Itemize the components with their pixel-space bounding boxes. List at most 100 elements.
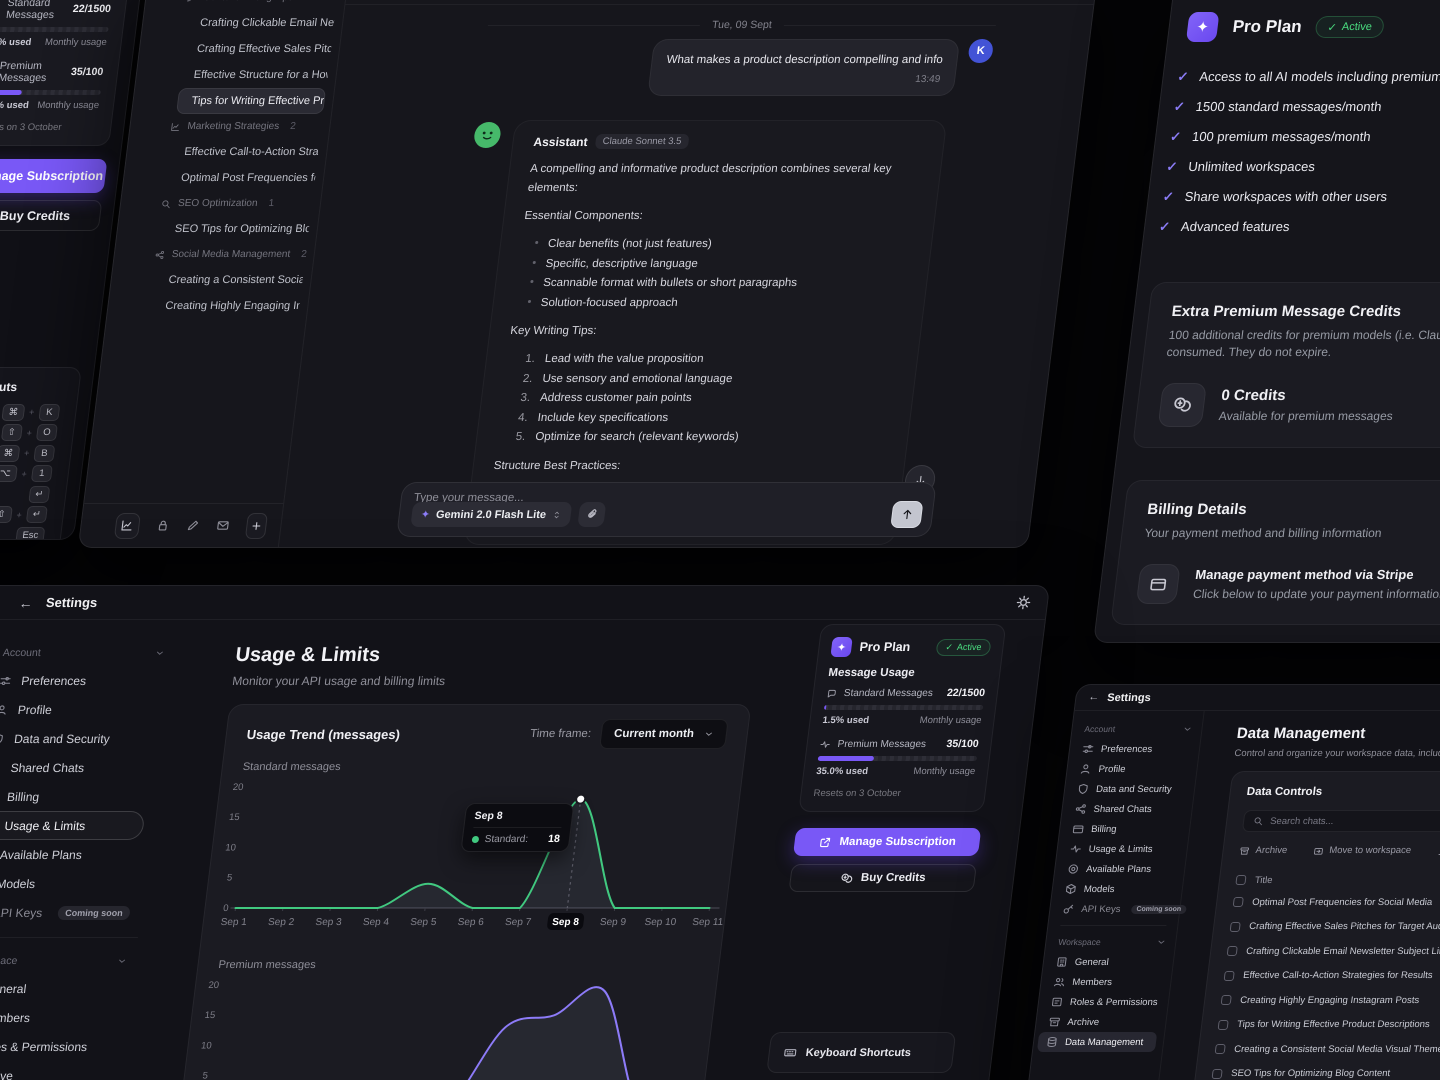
pencil-icon[interactable] (185, 519, 200, 532)
action-move-to-workspace[interactable]: Move to workspace (1313, 845, 1412, 856)
plan-feature: ✓ 100 premium messages/month (1169, 128, 1372, 145)
manage-payment-row[interactable]: Manage payment method via Stripe Click b… (1135, 564, 1440, 604)
nav-section-label[interactable]: Workspace (0, 948, 129, 974)
nav-item-profile[interactable]: Profile (0, 695, 196, 724)
chat-folder[interactable]: Social Media Management 2 (113, 242, 315, 267)
chat-list-item[interactable]: Effective Structure for a How-To Guide (193, 69, 330, 81)
chat-sidebar-toolbar (78, 503, 284, 547)
nav-item-api-keys[interactable]: API Keys Coming soon (1061, 899, 1187, 919)
table-row[interactable]: Crafting Clickable Email Newsletter Subj… (1226, 939, 1440, 964)
chat-list-item[interactable]: Crafting Effective Sales Pitches for Tar… (196, 43, 333, 55)
nav-item-roles-permissions[interactable]: Roles & Permissions (1050, 992, 1169, 1012)
row-checkbox[interactable] (1226, 946, 1238, 957)
select-all-checkbox[interactable] (1235, 875, 1247, 885)
nav-section-label[interactable]: Account (1, 640, 166, 666)
nav-item-general[interactable]: General (0, 981, 28, 996)
message-input-bar[interactable]: Type your message... ✦ Gemini 2.0 Flash … (396, 482, 937, 537)
chat-list-item[interactable]: Tips for Writing Effective Product Descr… (176, 88, 327, 114)
nav-item-archive[interactable]: Archive (0, 1068, 14, 1080)
chat-sidebar: Content Writing Tips4 Crafting Clickable … (78, 0, 350, 547)
chat-list-item[interactable]: SEO Tips for Optimizing Blog Content (174, 223, 311, 235)
action-archive[interactable]: Archive (1239, 845, 1288, 856)
nav-item-members[interactable]: Members (1052, 972, 1171, 992)
nav-item-data-management[interactable]: Data Management (1036, 1032, 1158, 1052)
buy-credits-button[interactable]: Buy Credits (0, 200, 103, 231)
nav-item-api-keys[interactable]: API Keys Coming soon (0, 898, 171, 927)
row-checkbox[interactable] (1217, 1019, 1229, 1030)
keyboard-shortcuts-panel[interactable]: Keyboard Shortcuts (766, 1032, 957, 1073)
nav-item-usage-limits[interactable]: Usage & Limits (0, 811, 146, 840)
chat-folder[interactable]: SEO Optimization 1 (119, 191, 321, 216)
attach-file-button[interactable] (577, 502, 607, 527)
chat-list-item[interactable]: Creating Highly Engaging Instagram Posts (164, 300, 302, 312)
chart-tooltip: Sep 8 Standard: 18 (460, 803, 575, 853)
table-row[interactable]: Tips for Writing Effective Product Descr… (1217, 1013, 1440, 1038)
send-button[interactable] (890, 501, 924, 528)
chat-folder[interactable]: Content Writing Tips4 (145, 0, 347, 10)
table-row[interactable]: Creating a Consistent Social Media Visua… (1214, 1037, 1440, 1062)
new-chat-button[interactable] (244, 512, 269, 539)
nav-item-archive[interactable]: Archive (1047, 1012, 1166, 1032)
nav-item-members[interactable]: Members (0, 1010, 31, 1025)
nav-item-preferences[interactable]: Preferences (0, 666, 199, 695)
back-button[interactable]: ← (1087, 691, 1101, 703)
chat-folder[interactable]: Marketing Strategies 2 (129, 114, 331, 139)
table-row[interactable]: Crafting Effective Sales Pitches for Tar… (1229, 915, 1440, 940)
nav-item-models[interactable]: Models (0, 876, 37, 891)
time-frame-select[interactable]: Current month (599, 719, 729, 749)
nav-item-preferences[interactable]: Preferences (1081, 739, 1200, 759)
mail-icon[interactable] (215, 519, 230, 532)
nav-item-available-plans[interactable]: Available Plans (1066, 859, 1185, 879)
row-checkbox[interactable] (1214, 1044, 1226, 1055)
credits-description: 100 additional credits for premium model… (1165, 328, 1440, 359)
nav-item-billing[interactable]: Billing (6, 789, 41, 804)
assistant-name: Assistant (532, 134, 589, 149)
search-input[interactable]: Search chats... (1241, 810, 1440, 832)
keycap: ↵ (25, 506, 48, 524)
row-checkbox[interactable] (1211, 1068, 1223, 1079)
usage-row: Premium Messages 35/100 (819, 738, 979, 750)
action-export[interactable]: Export (1436, 845, 1440, 856)
row-checkbox[interactable] (1229, 921, 1241, 932)
payment-method-title: Manage payment method via Stripe (1194, 567, 1415, 582)
nav-item-available-plans[interactable]: Available Plans (0, 847, 83, 862)
nav-item-data-and-security[interactable]: Data and Security (1076, 779, 1195, 799)
chat-list-item[interactable]: Effective Call-to-Action Strategies for … (183, 146, 320, 158)
nav-item-usage-limits[interactable]: Usage & Limits (1069, 839, 1188, 859)
nav-item-billing[interactable]: Billing (1071, 819, 1190, 839)
row-checkbox[interactable] (1220, 995, 1232, 1006)
nav-item-models[interactable]: Models (1064, 879, 1183, 899)
usage-chart-button[interactable] (113, 512, 141, 539)
table-row[interactable]: Creating Highly Engaging Instagram Posts (1220, 988, 1440, 1013)
table-row[interactable]: Effective Call-to-Action Strategies for … (1223, 964, 1440, 989)
nav-item-profile[interactable]: Profile (1078, 759, 1197, 779)
window-settings-data: ← Settings Account Preferences Profile Data… (1025, 684, 1440, 1080)
table-row[interactable]: Optimal Post Frequencies for Social Medi… (1232, 890, 1440, 915)
nav-item-shared-chats[interactable]: Shared Chats (0, 753, 189, 782)
row-checkbox[interactable] (1232, 897, 1244, 908)
payment-method-note: Click below to update your payment infor… (1192, 587, 1440, 601)
theme-toggle-sun-icon[interactable] (1015, 595, 1032, 610)
keycap: 1 (30, 465, 53, 483)
nav-item-shared-chats[interactable]: Shared Chats (1073, 799, 1192, 819)
bullet-item: Solution-focused approach (513, 294, 905, 314)
chat-list-item[interactable]: Crafting Clickable Email Newsletter Subj… (199, 17, 336, 29)
nav-item-data-and-security[interactable]: Data and Security (0, 724, 192, 753)
back-button[interactable]: ← (18, 594, 35, 611)
nav-item-general[interactable]: General (1055, 952, 1174, 972)
nav-item-roles-permissions[interactable]: Roles & Permissions (0, 1039, 89, 1054)
row-checkbox[interactable] (1223, 970, 1235, 981)
table-row[interactable]: SEO Tips for Optimizing Blog Content (1211, 1062, 1440, 1080)
assistant-paragraph: A compelling and informative product des… (527, 163, 893, 194)
check-icon: ✓ (1165, 158, 1179, 174)
nav-section-label[interactable]: Account (1083, 719, 1193, 739)
billing-subtitle: Your payment method and billing informat… (1143, 526, 1383, 540)
lock-icon[interactable] (155, 519, 170, 532)
manage-subscription-button[interactable]: Manage Subscription (0, 159, 108, 193)
nav-section-label[interactable]: Workspace (1057, 932, 1167, 952)
model-selector[interactable]: ✦ Gemini 2.0 Flash Lite (410, 502, 573, 527)
manage-subscription-button[interactable]: Manage Subscription (792, 828, 982, 856)
chat-list-item[interactable]: Creating a Consistent Social Media Visua… (167, 274, 305, 286)
buy-credits-button[interactable]: Buy Credits (788, 864, 977, 892)
chat-list-item[interactable]: Optimal Post Frequencies for Social Medi… (180, 172, 317, 184)
